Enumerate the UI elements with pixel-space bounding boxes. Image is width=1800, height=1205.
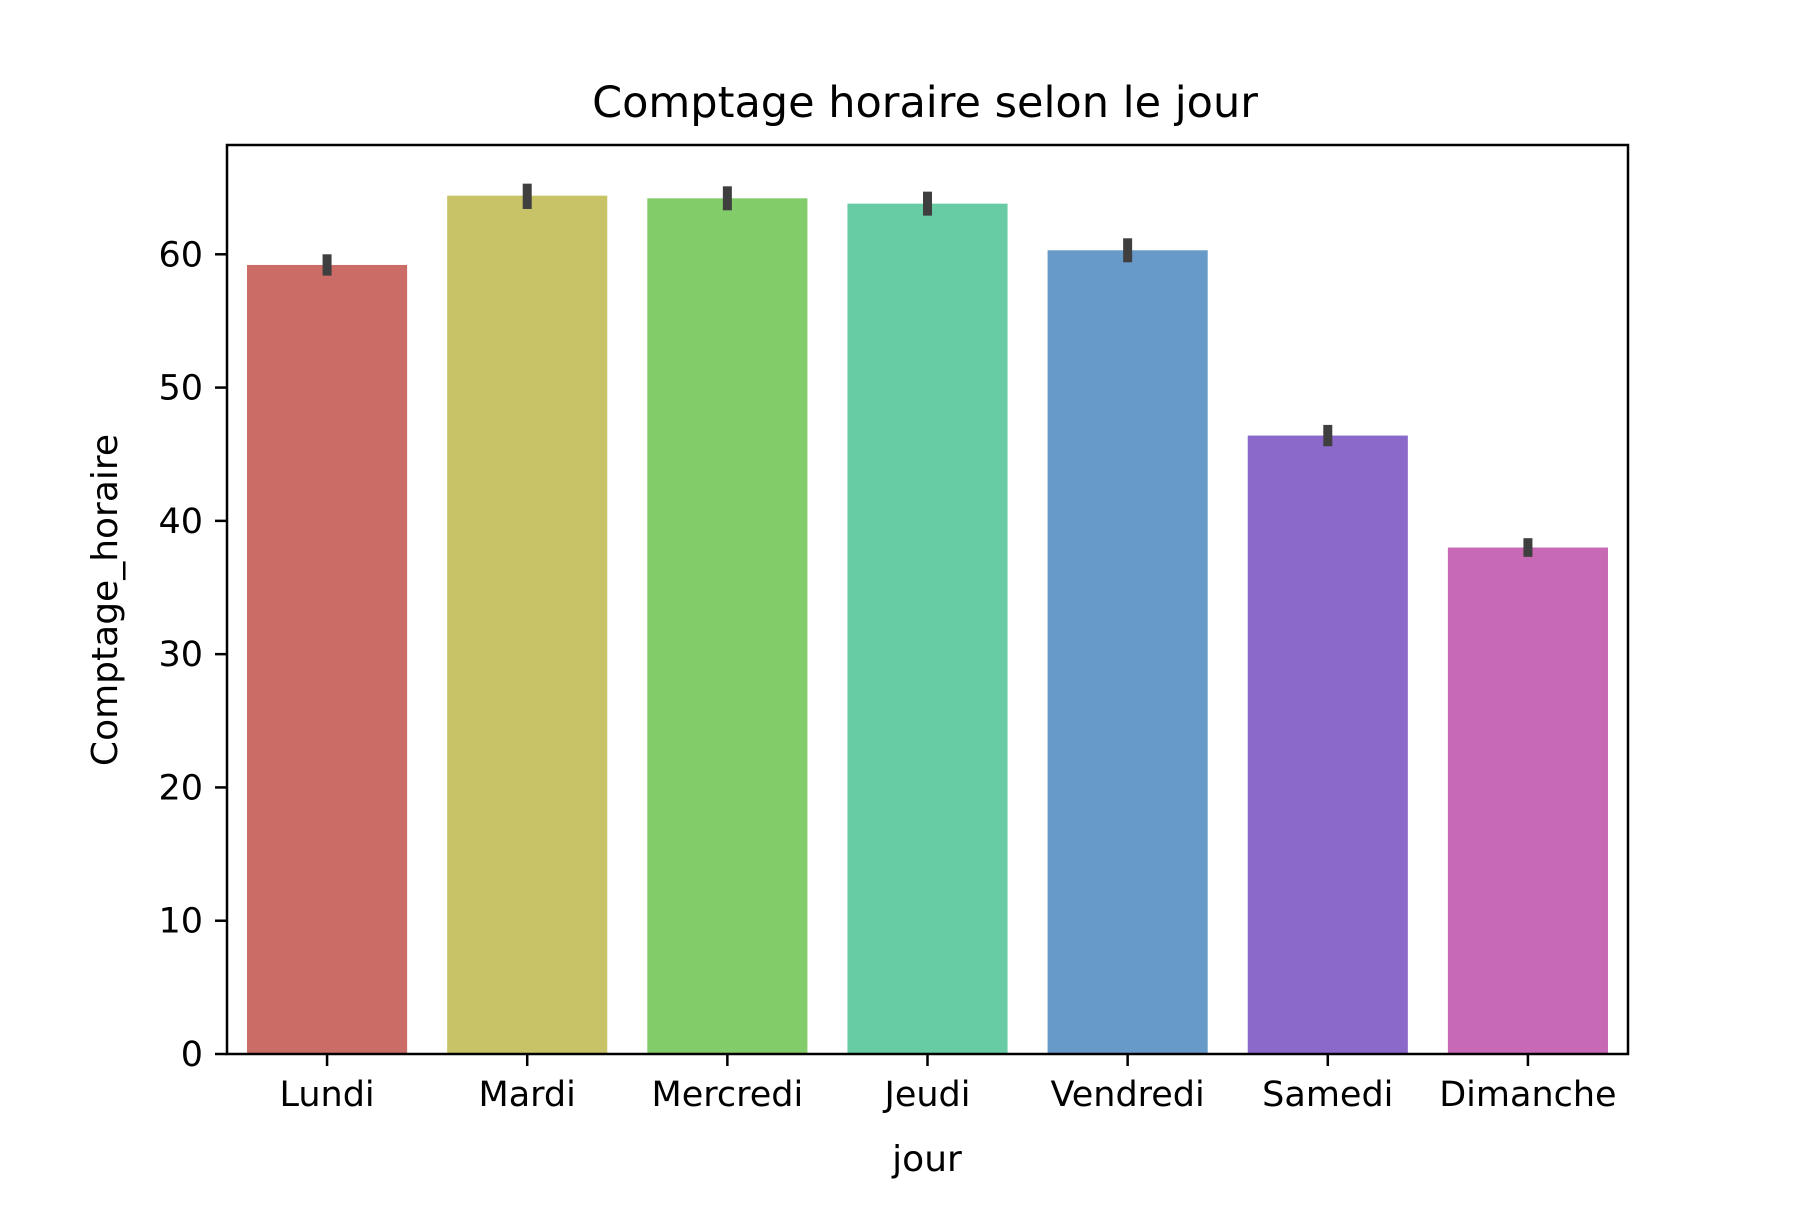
x-axis: Lundi Mardi Mercredi Jeudi Vendredi Samedi Dim…: [279, 1054, 1617, 1115]
bar-samedi: [1247, 435, 1408, 1054]
bars-layer: [247, 195, 1608, 1055]
bar-lundi: [247, 264, 408, 1055]
x-tick-label-mercredi: Mercredi: [652, 1075, 804, 1115]
y-tick-label: 0: [181, 1035, 203, 1075]
x-tick-label-lundi: Lundi: [279, 1075, 374, 1115]
bar-dimanche: [1447, 547, 1608, 1054]
y-tick-label: 30: [158, 635, 203, 675]
y-tick-label: 40: [158, 502, 203, 542]
bar-mardi: [447, 195, 608, 1054]
y-tick-label: 50: [158, 369, 203, 409]
y-tick-label: 10: [158, 902, 203, 942]
x-tick-label-mardi: Mardi: [479, 1075, 576, 1115]
bar-jeudi: [847, 203, 1008, 1054]
x-tick-label-jeudi: Jeudi: [883, 1075, 971, 1115]
x-axis-label: jour: [891, 1139, 962, 1180]
y-tick-label: 60: [158, 235, 203, 275]
y-axis-label: Comptage_horaire: [85, 434, 126, 766]
error-bars-layer: [322, 183, 1533, 557]
y-tick-label: 20: [158, 768, 203, 808]
bar-mercredi: [647, 198, 808, 1054]
x-tick-label-dimanche: Dimanche: [1439, 1075, 1616, 1115]
chart-title: Comptage horaire selon le jour: [592, 78, 1258, 128]
x-tick-label-vendredi: Vendredi: [1051, 1075, 1205, 1115]
bar-vendredi: [1047, 250, 1208, 1055]
x-tick-label-samedi: Samedi: [1262, 1075, 1393, 1115]
y-axis: 0 10 20 30 40 50 60: [158, 235, 227, 1075]
